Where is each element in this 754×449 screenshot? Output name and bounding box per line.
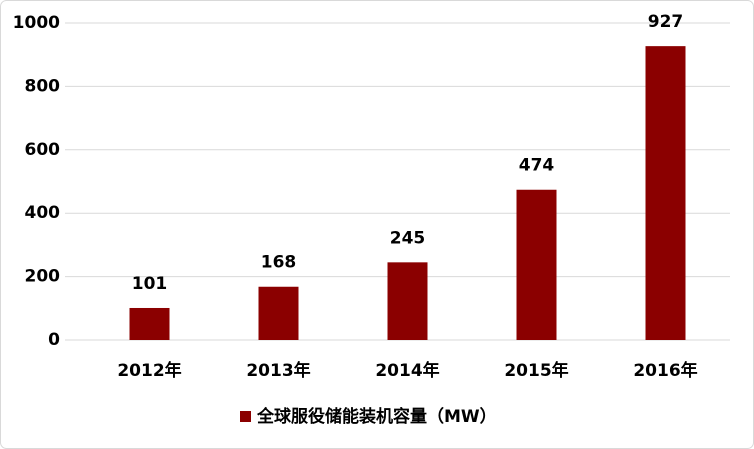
bar [516, 189, 557, 340]
bar [387, 262, 428, 340]
x-tick-label: 2015年 [504, 360, 568, 381]
y-tick-label: 600 [25, 140, 61, 160]
y-tick-label: 1000 [13, 13, 60, 33]
bar [129, 307, 170, 340]
data-label: 168 [261, 253, 297, 273]
x-tick-label: 2016年 [633, 360, 697, 381]
legend-label: 全球服役储能装机容量（MW） [256, 406, 497, 427]
y-tick-label: 400 [25, 203, 61, 223]
x-tick-label: 2014年 [375, 360, 439, 381]
data-label: 101 [132, 274, 168, 294]
x-tick-label: 2013年 [246, 360, 310, 381]
data-label: 245 [390, 228, 426, 248]
x-tick-label: 2012年 [117, 360, 181, 381]
y-tick-label: 0 [48, 330, 60, 350]
y-tick-label: 200 [25, 267, 61, 287]
bar [645, 46, 686, 341]
data-label: 927 [648, 12, 684, 32]
data-label: 474 [519, 156, 555, 176]
bar [258, 286, 299, 340]
legend-swatch [240, 411, 251, 422]
y-tick-label: 800 [25, 76, 61, 96]
